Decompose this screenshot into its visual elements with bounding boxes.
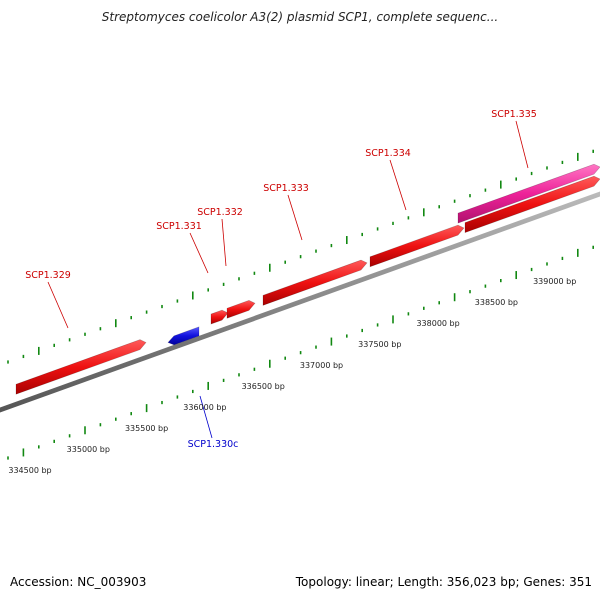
- tick-marks: [7, 149, 595, 460]
- accession-text: Accession: NC_003903: [10, 575, 147, 589]
- gene-arrow-scp1-329: [15, 339, 147, 395]
- gene-label-scp1-330c: SCP1.330c: [188, 439, 239, 450]
- gene-label-scp1-329: SCP1.329: [25, 270, 71, 281]
- gene-arrow-scp1-333: [262, 259, 368, 306]
- gene-label-scp1-331: SCP1.331: [156, 221, 202, 232]
- topology-summary: Topology: linear; Length: 356,023 bp; Ge…: [295, 575, 592, 589]
- scale-label: 334500 bp: [8, 466, 51, 475]
- label-leader: [199, 395, 213, 439]
- label-leader: [47, 281, 69, 329]
- gene-label-scp1-334: SCP1.334: [365, 148, 411, 159]
- label-leaders: [47, 120, 529, 439]
- gene-features: [15, 163, 600, 395]
- gene-label-scp1-332: SCP1.332: [197, 207, 243, 218]
- label-leader: [515, 120, 529, 169]
- scale-label: 338000 bp: [416, 319, 459, 328]
- selected-feature-bar: [457, 163, 600, 224]
- label-leader: [389, 159, 407, 211]
- scale-label: 337500 bp: [358, 340, 401, 349]
- gene-arrow-scp1-332: [226, 300, 256, 319]
- gene-arrow-scp1-330c: [167, 326, 200, 346]
- scale-label: 339000 bp: [533, 277, 576, 286]
- scale-label: 335000 bp: [67, 445, 110, 454]
- gene-arrow-scp1-334: [369, 224, 465, 268]
- gene-labels: SCP1.329 SCP1.330c SCP1.331 SCP1.332 SCP1.33…: [25, 109, 537, 450]
- page-title: Streptomyces coelicolor A3(2) plasmid SC…: [101, 10, 499, 24]
- label-leader: [221, 218, 227, 267]
- gene-arrow-scp1-331: [210, 309, 229, 325]
- scale-label: 336500 bp: [242, 382, 285, 391]
- sequence-backbone: [0, 191, 600, 413]
- scale-label: 338500 bp: [475, 298, 518, 307]
- scale-label: 335500 bp: [125, 424, 168, 433]
- gene-label-scp1-335: SCP1.335: [491, 109, 537, 120]
- gene-label-scp1-333: SCP1.333: [263, 183, 309, 194]
- label-leader: [189, 232, 209, 274]
- scale-label: 337000 bp: [300, 361, 343, 370]
- scale-labels: 334500 bp 335000 bp 335500 bp 336000 bp 3365…: [8, 277, 576, 475]
- scale-label: 336000 bp: [183, 403, 226, 412]
- label-leader: [287, 194, 303, 241]
- gene-arrow-scp1-335: [464, 175, 600, 234]
- backbone-line: [0, 191, 600, 413]
